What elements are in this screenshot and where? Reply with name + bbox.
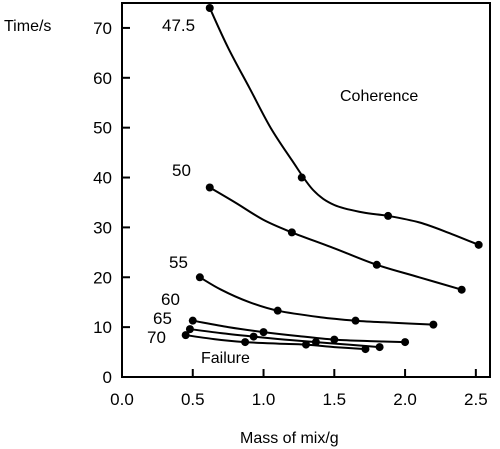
data-point <box>361 345 370 354</box>
curves <box>184 7 480 351</box>
y-tick-label: 40 <box>93 169 112 188</box>
series-line <box>184 334 367 351</box>
data-point <box>302 340 310 349</box>
y-axis-title: Time/s <box>4 18 51 35</box>
data-point <box>181 331 190 340</box>
data-point <box>457 285 466 294</box>
x-tick-label: 2.0 <box>393 390 417 409</box>
labels: Time/s Mass of mix/g Coherence Failure 4… <box>4 16 418 447</box>
y-tick-label: 10 <box>93 318 112 337</box>
series-line <box>188 328 381 349</box>
data-point <box>185 325 194 334</box>
data-point <box>259 328 268 337</box>
series-label: 50 <box>172 161 191 180</box>
data-point <box>384 211 393 220</box>
series-label: 47.5 <box>162 16 195 35</box>
data-point <box>372 260 381 269</box>
data-point <box>474 240 483 249</box>
series-label: 70 <box>147 328 166 347</box>
series-line <box>208 7 480 246</box>
y-tick-label: 70 <box>93 19 112 38</box>
series-label: 60 <box>161 290 180 309</box>
data-point <box>401 338 410 347</box>
y-tick-label: 50 <box>93 119 112 138</box>
data-point <box>195 273 204 282</box>
series-line <box>208 186 463 291</box>
x-tick-label: 0.0 <box>110 390 134 409</box>
data-point <box>351 316 360 325</box>
x-tick-label: 2.5 <box>464 390 488 409</box>
x-axis-title: Mass of mix/g <box>240 430 339 447</box>
data-point <box>241 338 250 347</box>
data-point <box>205 3 214 12</box>
y-tick-label: 0 <box>103 368 112 387</box>
data-point <box>287 228 296 237</box>
coherence-label: Coherence <box>340 88 418 105</box>
data-point <box>311 338 320 347</box>
y-tick-label: 30 <box>93 218 112 237</box>
series-line <box>198 276 435 326</box>
series-line <box>191 319 407 344</box>
series-label: 65 <box>153 309 172 328</box>
y-tick-label: 60 <box>93 69 112 88</box>
markers <box>181 3 483 354</box>
y-tick-label: 20 <box>93 268 112 287</box>
data-point <box>188 316 197 325</box>
data-point <box>273 306 282 315</box>
plot-frame <box>121 2 491 378</box>
data-point <box>429 320 438 329</box>
series-label: 55 <box>169 253 188 272</box>
x-tick-label: 1.0 <box>252 390 276 409</box>
data-point <box>205 183 214 192</box>
data-point <box>375 343 384 352</box>
x-tick-label: 1.5 <box>322 390 346 409</box>
x-tick-label: 0.5 <box>181 390 205 409</box>
data-point <box>297 173 306 182</box>
data-point <box>249 332 258 341</box>
data-point <box>330 335 339 344</box>
failure-label: Failure <box>201 350 250 367</box>
axes: 0 10 20 30 40 50 60 70 0.0 0.5 1.0 1.5 2.0 2.5 <box>93 2 491 409</box>
